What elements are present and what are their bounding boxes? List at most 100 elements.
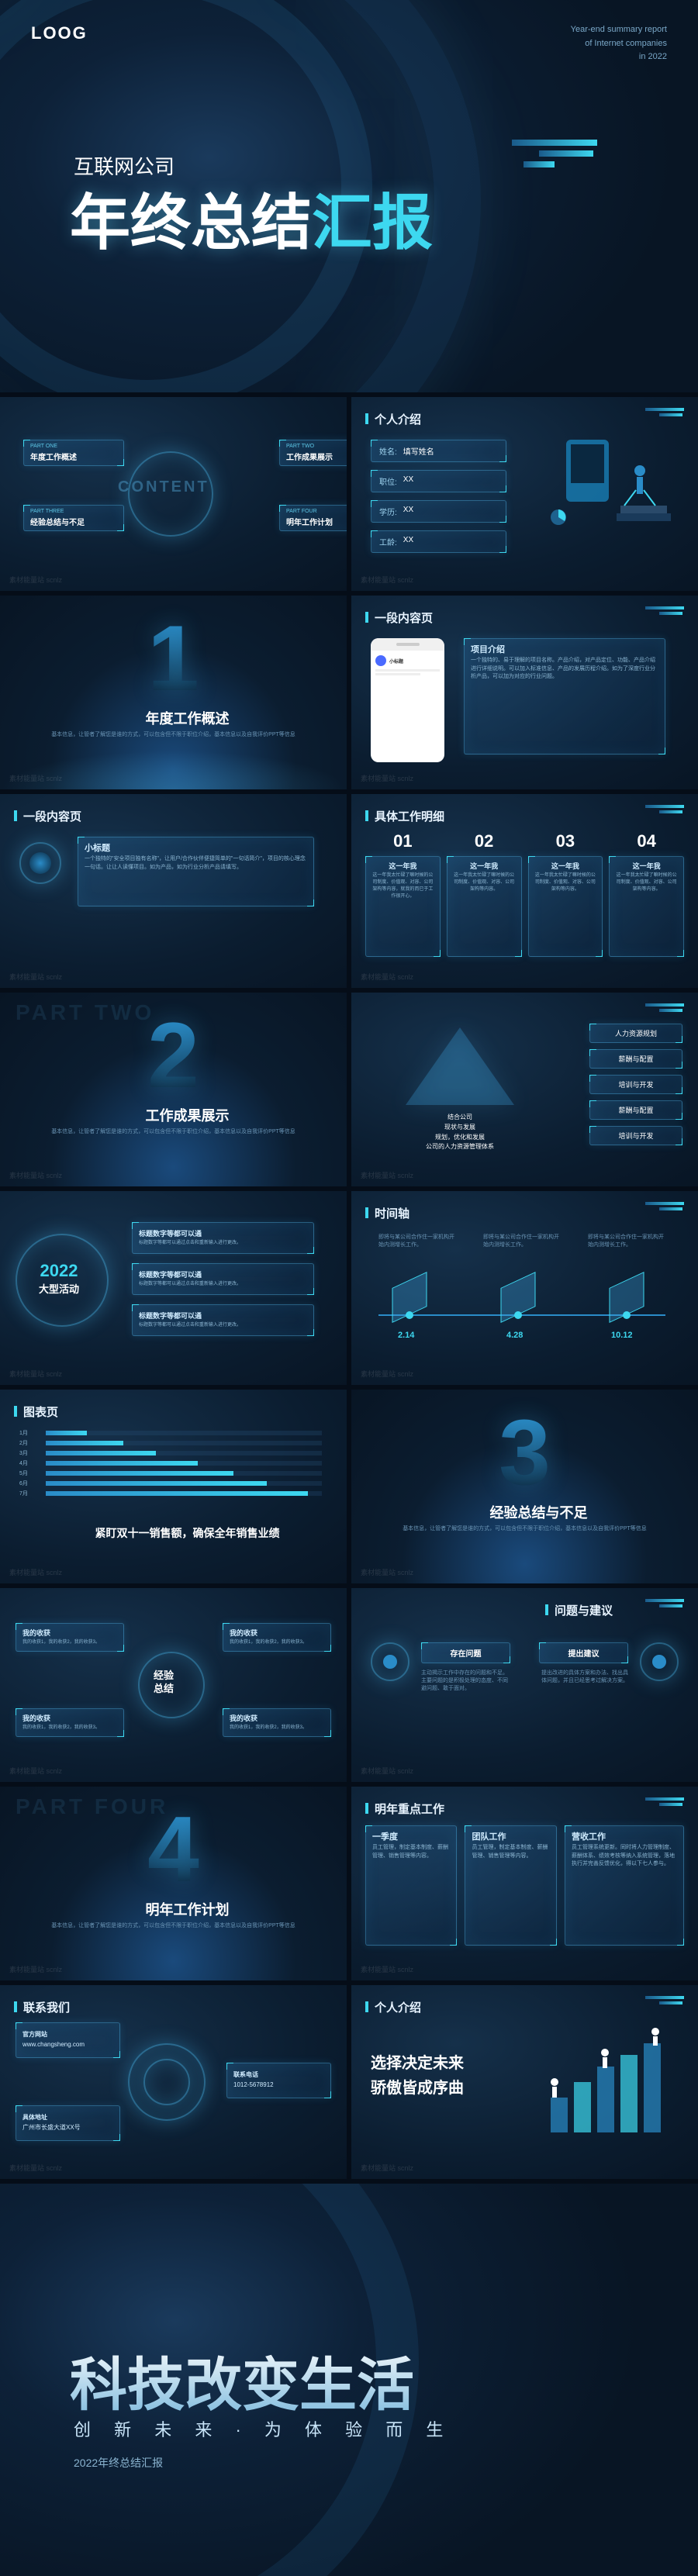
timeline-date: 10.12 [611, 1331, 633, 1340]
hero-accent-bars [512, 140, 597, 167]
nextyear-card: 一季度员工管理，制定基本制度、薪酬管理、销售管理等内容。 [365, 1825, 457, 1946]
slide-event-2022: 2022 大型活动 标题数字等都可以通标题数字等都可以通过点击和重新输入进行更改… [0, 1191, 347, 1385]
event-row: 标题数字等都可以通标题数字等都可以通过点击和重新输入进行更改。 [132, 1304, 314, 1336]
chart-title: 图表页 [14, 1404, 333, 1420]
timeline-title: 时间轴 [365, 1205, 684, 1221]
event-row: 标题数字等都可以通标题数字等都可以通过点击和重新输入进行更改。 [132, 1263, 314, 1295]
content-item-4: PART FOUR 明年工作计划 [279, 505, 347, 531]
content-item-3: PART THREE 经验总结与不足 [23, 505, 124, 531]
section-4-title: 明年工作计划 [14, 1899, 347, 1919]
exp-item: 我的收获我的收获1，我的收获2，我的收获3。 [16, 1623, 124, 1652]
slide-triangle: 结合公司 现状与发展 规划，优化和发展 公司的人力资源管理体系 人力资源规划 薪… [351, 993, 698, 1186]
nextyear-card: 团队工作员工管理，制定基本制度、薪酬管理、销售管理等内容。 [465, 1825, 556, 1946]
intro-row-3: 学历:XX [371, 500, 506, 523]
chart-bar-row: 7月 [19, 1490, 322, 1497]
detail-card-4: 04这一年我这一年我太忙碌了嘛时候的公司制度、价值观、对容、公司架构等内容。 [609, 831, 684, 957]
slide-chart: 图表页 1月2月3月4月5月6月7月 紧盯双十一销售额，确保全年销售业绩 [0, 1390, 347, 1583]
exp-item: 我的收获我的收获1，我的收获2，我的收获3。 [16, 1708, 124, 1737]
slide-timeline: 时间轴 即将与某公司合作住一家机构开始内测增长工作。 2.14 [351, 1191, 698, 1385]
exp-item: 我的收获我的收获1，我的收获2，我的收获3。 [223, 1623, 331, 1652]
content-item-1: PART ONE 年度工作概述 [23, 440, 124, 466]
hero-title-accent: 汇报 [312, 188, 433, 257]
slide-qa: 问题与建议 存在问题 主动揭示工作中存在的问题和不足。主要问题的是积极处理的态度… [351, 1588, 698, 1782]
tri-tag: 人力资源规划 [589, 1024, 682, 1043]
intro-row-4: 工龄:XX [371, 530, 506, 553]
detail-title: 具体工作明细 [365, 808, 684, 824]
qa-left-title: 存在问题 [421, 1642, 510, 1663]
outro-line-1: 选择决定未来 [371, 2051, 464, 2076]
tri-tag: 培训与开发 [589, 1126, 682, 1145]
closing-footer: 2022年终总结汇报 [74, 2455, 163, 2471]
chart-bar-row: 5月 [19, 1469, 322, 1477]
hero-slide: LOOG Year-end summary report of Internet… [0, 0, 698, 392]
chart-bar-row: 4月 [19, 1459, 322, 1467]
thumbnail-grid: CONTENT PART ONE 年度工作概述 PART TWO 工作成果展示 … [0, 392, 698, 2184]
hero-title-plain: 年终总结 [70, 188, 312, 257]
section-1-num: 1 [147, 619, 199, 698]
section-2-num: 2 [147, 1016, 199, 1095]
chart-bars: 1月2月3月4月5月6月7月 [19, 1427, 322, 1500]
slide-page-a: 一段内容页 小标题 项目介绍 一个独特的、易于理解的项目名称。产品介绍，对产品定… [351, 596, 698, 789]
tri-tag: 培训与开发 [589, 1075, 682, 1094]
section-3-title: 经验总结与不足 [365, 1502, 698, 1522]
detail-card-2: 02这一年我这一年我太忙碌了嘛时候的公司制度、价值观、对容、公司架构等内容。 [447, 831, 522, 957]
timeline-date: 2.14 [398, 1331, 414, 1340]
phone-mockup: 小标题 [371, 638, 444, 762]
contact-tel: 联系电话 1012-5678912 [226, 2063, 331, 2098]
section-4-num: 4 [147, 1810, 199, 1889]
section-2-title: 工作成果展示 [14, 1105, 347, 1125]
event-row: 标题数字等都可以通标题数字等都可以通过点击和重新输入进行更改。 [132, 1222, 314, 1254]
outro-illustration [527, 2028, 690, 2144]
hero-tr-1: Year-end summary report [571, 23, 667, 37]
slide-nextyear: 明年重点工作 一季度员工管理，制定基本制度、薪酬管理、销售管理等内容。 团队工作… [351, 1787, 698, 1980]
globe-icon [29, 852, 51, 874]
closing-title: 科技改变生活 [70, 2339, 414, 2422]
outro-line-2: 骄傲皆成序曲 [371, 2076, 464, 2101]
section-1-desc: 基本信息，让管者了解您是谁的方式，可以包含但不限于职位介绍，基本信息以及自我评价… [47, 731, 300, 739]
section-3-num: 3 [499, 1413, 551, 1492]
detail-card-3: 03这一年我这一年我太忙碌了嘛时候的公司制度、价值观、对容、公司架构等内容。 [528, 831, 603, 957]
timeline-date: 4.28 [506, 1331, 523, 1340]
event-sub: 大型活动 [39, 1281, 79, 1296]
slide-contact: 联系我们 官方网站 www.changsheng.com 具体地址 广州市长盛大… [0, 1985, 347, 2179]
slide-section-1: 1 年度工作概述 基本信息，让管者了解您是谁的方式，可以包含但不限于职位介绍，基… [0, 596, 347, 789]
slide-page-b: 一段内容页 小标题 一个独特的"安全项目独有名称"，让用户/合作伙伴便捷简单的"… [0, 794, 347, 988]
tri-tag: 薪酬与配置 [589, 1049, 682, 1069]
slide-outro-intro: 个人介绍 选择决定未来 骄傲皆成序曲 [351, 1985, 698, 2179]
nextyear-title: 明年重点工作 [365, 1801, 684, 1817]
outro-title: 个人介绍 [365, 1999, 684, 2015]
chart-caption: 紧盯双十一销售额，确保全年销售业绩 [14, 1525, 347, 1541]
section-1-title: 年度工作概述 [14, 708, 347, 728]
chart-bar-row: 1月 [19, 1429, 322, 1437]
page-a-panel: 项目介绍 一个独特的、易于理解的项目名称。产品介绍，对产品定位、功能、产品介绍进… [464, 638, 665, 754]
intro-title: 个人介绍 [365, 411, 684, 427]
slide-detail: 具体工作明细 01这一年我这一年我太忙碌了嘛时候的公司制度、价值观、对容、公司架… [351, 794, 698, 988]
chart-bar-row: 6月 [19, 1480, 322, 1487]
logo: LOOG [31, 23, 88, 43]
hero-title: 年终总结汇报 [70, 174, 433, 261]
slide-section-2: PART TWO 2 工作成果展示 基本信息，让管者了解您是谁的方式，可以包含但… [0, 993, 347, 1186]
contact-addr: 具体地址 广州市长盛大道XX号 [16, 2105, 120, 2141]
closing-slide: 科技改变生活 创 新 未 来 · 为 体 验 而 生 2022年终总结汇报 [0, 2184, 698, 2576]
tri-tag: 薪酬与配置 [589, 1100, 682, 1120]
slide-section-3: 3 经验总结与不足 基本信息，让管者了解您是谁的方式，可以包含但不限于职位介绍，… [351, 1390, 698, 1583]
contact-title: 联系我们 [14, 1999, 333, 2015]
slide-experience: 经验 总结 我的收获我的收获1，我的收获2，我的收获3。 我的收获我的收获1，我… [0, 1588, 347, 1782]
nextyear-card: 营收工作员工管理系统更新。同时将人力管理制度、薪酬体系、绩效考核等纳入系统管理，… [565, 1825, 684, 1946]
slide-intro: 个人介绍 姓名:填写姓名 职位:XX 学历:XX 工龄:XX [351, 397, 698, 591]
content-item-2: PART TWO 工作成果展示 [279, 440, 347, 466]
closing-subtitle: 创 新 未 来 · 为 体 验 而 生 [74, 2416, 452, 2441]
exp-item: 我的收获我的收获1，我的收获2，我的收获3。 [223, 1708, 331, 1737]
chart-bar-row: 2月 [19, 1439, 322, 1447]
hero-tr-2: of Internet companies [571, 37, 667, 51]
intro-row-2: 职位:XX [371, 470, 506, 492]
hero-tr-3: in 2022 [571, 50, 667, 64]
page-b-panel: 小标题 一个独特的"安全项目独有名称"，让用户/合作伙伴便捷简单的"一句话简介"… [78, 837, 314, 906]
triangle-shape [406, 1027, 514, 1105]
qa-right-title: 提出建议 [539, 1642, 628, 1663]
slide-section-4: PART FOUR 4 明年工作计划 基本信息，让管者了解您是谁的方式，可以包含… [0, 1787, 347, 1980]
intro-illustration [543, 432, 682, 540]
slide-content: CONTENT PART ONE 年度工作概述 PART TWO 工作成果展示 … [0, 397, 347, 591]
qa-title: 问题与建议 [474, 1602, 684, 1618]
detail-card-1: 01这一年我这一年我太忙碌了嘛时候的公司制度、价值观、对容、公司架构等内容，就我… [365, 831, 441, 957]
